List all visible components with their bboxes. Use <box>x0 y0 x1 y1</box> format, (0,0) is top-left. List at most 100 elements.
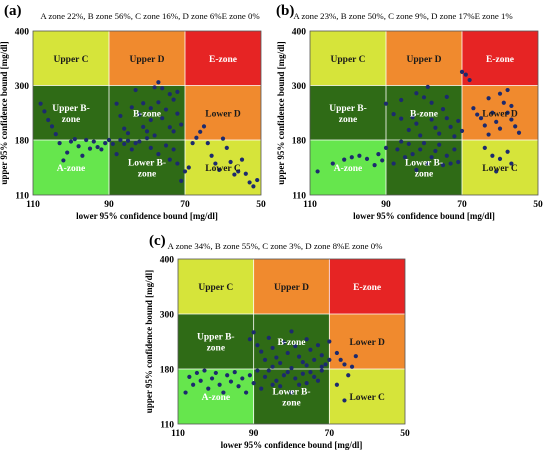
zone-upper-d <box>109 31 185 86</box>
data-point <box>497 126 503 131</box>
data-point <box>46 117 51 123</box>
data-point <box>148 117 153 123</box>
data-point <box>205 141 210 146</box>
data-point <box>410 115 415 120</box>
zone-upper-b <box>178 314 254 369</box>
data-point <box>418 147 423 152</box>
data-point <box>171 147 176 152</box>
data-point <box>289 329 294 334</box>
data-point <box>376 152 381 157</box>
data-point <box>224 145 229 150</box>
data-point <box>296 382 302 387</box>
data-point <box>38 101 43 106</box>
zone-label-upper-b: zone <box>339 115 357 125</box>
data-point <box>349 364 355 369</box>
data-point <box>206 386 211 391</box>
data-point <box>482 123 487 128</box>
data-point <box>421 95 427 100</box>
data-point <box>383 101 389 106</box>
data-point <box>274 378 279 383</box>
data-point <box>87 146 93 151</box>
data-point <box>80 153 85 158</box>
panel-label: (b) <box>276 3 294 19</box>
y-tick-label: 180 <box>160 366 175 376</box>
data-point <box>247 373 252 378</box>
panel-c: Upper C Upper D E-zone Upper B-zone B-zone Lo… <box>144 233 410 450</box>
data-point <box>312 374 317 379</box>
data-point <box>300 360 305 365</box>
data-point <box>281 340 287 345</box>
data-point <box>110 141 115 147</box>
y-tick-label: 110 <box>160 421 174 431</box>
zone-upper-c <box>310 31 386 86</box>
x-tick-label: 90 <box>381 200 391 210</box>
data-point <box>391 161 396 166</box>
data-point <box>285 350 290 356</box>
data-point <box>163 143 169 148</box>
data-point <box>456 159 461 165</box>
data-point <box>148 145 153 150</box>
data-point <box>364 156 370 161</box>
panel-b: Upper C Upper D E-zone Upper B-zone B-zone Lo… <box>276 3 543 221</box>
y-tick-label: 400 <box>160 256 175 266</box>
x-tick-label: 110 <box>26 200 40 210</box>
data-point <box>410 152 415 157</box>
data-point <box>437 142 442 147</box>
data-point <box>202 368 207 373</box>
zone-label-lower-d: Lower D <box>205 109 241 119</box>
data-point <box>448 161 453 166</box>
data-point <box>440 107 446 112</box>
data-point <box>494 119 499 124</box>
data-point <box>270 382 275 387</box>
data-point <box>213 370 218 376</box>
zone-label-upper-c: Upper C <box>198 283 233 293</box>
x-tick-label: 50 <box>533 200 543 210</box>
y-tick-label: 110 <box>292 192 306 202</box>
zone-label-upper-b: Upper B- <box>52 104 90 114</box>
data-point <box>68 139 74 144</box>
data-point <box>459 128 465 134</box>
data-point <box>163 107 169 112</box>
data-point <box>414 91 419 96</box>
data-point <box>251 184 256 189</box>
data-point <box>467 77 472 83</box>
zone-lower-c <box>185 140 261 195</box>
data-point <box>232 370 237 375</box>
zone-label-lower-d: Lower D <box>482 109 518 119</box>
data-point <box>300 371 305 376</box>
plot-border <box>177 258 406 425</box>
data-point <box>217 382 222 387</box>
zone-upper-b <box>310 85 386 140</box>
zone-label-e: E-zone <box>353 283 381 293</box>
data-point <box>308 347 313 352</box>
data-point <box>319 368 324 373</box>
zone-e <box>185 31 261 86</box>
data-point <box>509 103 514 109</box>
data-point <box>490 153 495 158</box>
data-point <box>103 141 108 146</box>
data-point <box>308 370 313 375</box>
data-point <box>106 137 112 143</box>
data-point <box>414 121 419 126</box>
data-point <box>167 157 172 162</box>
data-point <box>125 138 131 143</box>
data-point <box>444 94 449 99</box>
data-point <box>399 116 404 121</box>
data-point <box>444 116 449 121</box>
zone-a <box>33 140 109 195</box>
data-point <box>148 106 153 111</box>
data-point <box>304 381 309 386</box>
data-point <box>114 152 119 157</box>
zone-upper-c <box>178 259 254 314</box>
x-tick-label: 110 <box>303 200 317 210</box>
data-point <box>391 112 396 117</box>
zone-b <box>386 85 462 140</box>
data-point <box>198 129 203 134</box>
data-point <box>372 163 377 168</box>
data-point <box>323 362 328 367</box>
zone-lower-d <box>185 85 261 140</box>
data-point <box>255 177 260 183</box>
data-point <box>418 133 423 138</box>
zone-label-lower-b: Lower B- <box>272 388 310 398</box>
